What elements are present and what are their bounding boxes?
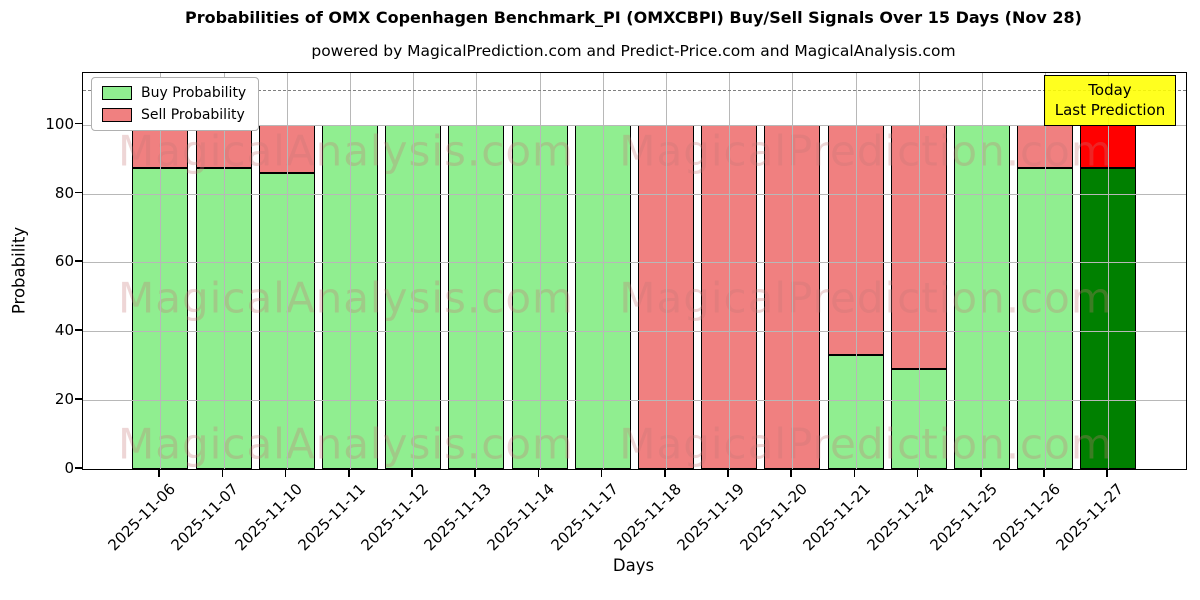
h-gridline (83, 193, 1186, 195)
legend-sell-label: Sell Probability (141, 107, 245, 123)
y-axis-title: Probability (9, 226, 29, 315)
x-axis-title: Days (612, 556, 655, 575)
v-gridline (602, 73, 604, 469)
today-annotation-line2: Last Prediction (1054, 101, 1166, 120)
x-tick-label: 2025-11-14 (483, 480, 559, 555)
x-tick-label: 2025-11-20 (736, 480, 812, 555)
x-tick-mark (411, 470, 413, 477)
x-tick-label: 2025-11-10 (231, 480, 306, 555)
x-tick-label: 2025-11-19 (673, 480, 748, 555)
v-gridline (223, 73, 225, 469)
x-tick-mark (853, 470, 856, 477)
h-gridline (83, 124, 1186, 126)
y-tick-mark (75, 398, 82, 400)
y-tick-label: 0 (64, 459, 74, 477)
y-tick-label: 60 (54, 252, 74, 271)
x-tick-label: 2025-11-06 (104, 480, 180, 555)
v-gridline (982, 73, 983, 469)
h-gridline (83, 262, 1186, 264)
watermark-prediction: MagicalPrediction.com (619, 126, 1113, 176)
legend-item-buy: Buy Probability (102, 85, 246, 101)
x-tick-label: 2025-11-27 (1052, 480, 1128, 555)
x-tick-mark (980, 470, 982, 477)
v-gridline (1108, 73, 1110, 469)
x-tick-mark (790, 470, 792, 477)
v-gridline (286, 73, 288, 469)
chart-subtitle: powered by MagicalPrediction.com and Pre… (311, 42, 956, 60)
buy-swatch-icon (102, 86, 132, 100)
chart-title: Probabilities of OMX Copenhagen Benchmar… (185, 8, 1082, 27)
x-tick-mark (916, 470, 919, 477)
legend: Buy Probability Sell Probability (91, 77, 260, 131)
plot-clip-region: MagicalAnalysis.com MagicalPrediction.com… (83, 73, 1186, 469)
today-annotation-line1: Today (1088, 81, 1132, 99)
x-tick-label: 2025-11-26 (989, 480, 1064, 555)
v-gridline (539, 73, 541, 469)
watermark-analysis: MagicalAnalysis.com (118, 126, 574, 176)
y-tick-mark (75, 260, 82, 262)
threshold-dashed-line (83, 90, 1186, 92)
x-tick-mark (221, 470, 224, 477)
x-tick-mark (537, 470, 540, 477)
y-tick-label: 20 (54, 390, 74, 409)
legend-item-sell: Sell Probability (102, 107, 246, 123)
x-tick-label: 2025-11-07 (167, 480, 243, 555)
watermark-prediction: MagicalPrediction.com (619, 273, 1113, 323)
v-gridline (350, 73, 351, 469)
x-tick-label: 2025-11-12 (357, 480, 432, 555)
legend-buy-label: Buy Probability (141, 85, 247, 101)
x-tick-mark (474, 470, 476, 477)
x-tick-label: 2025-11-24 (863, 480, 938, 555)
sell-swatch-icon (102, 108, 132, 122)
y-tick-mark (75, 191, 82, 194)
y-tick-mark (75, 329, 82, 331)
x-tick-label: 2025-11-25 (926, 480, 1001, 555)
x-tick-label: 2025-11-11 (294, 480, 369, 555)
v-gridline (476, 73, 478, 469)
h-gridline (83, 331, 1186, 333)
x-tick-label: 2025-11-18 (610, 480, 685, 555)
v-gridline (855, 73, 857, 469)
h-gridline (83, 400, 1186, 402)
today-annotation: Today Last Prediction (1044, 75, 1176, 126)
watermark-analysis: MagicalAnalysis.com (118, 419, 574, 469)
y-tick-label: 100 (45, 114, 74, 133)
v-gridline (729, 73, 731, 469)
watermark-prediction: MagicalPrediction.com (619, 419, 1113, 469)
x-tick-mark (348, 470, 350, 477)
v-gridline (792, 73, 794, 469)
x-tick-mark (1043, 470, 1045, 477)
y-tick-label: 80 (54, 183, 74, 202)
x-tick-label: 2025-11-21 (799, 480, 875, 555)
x-tick-mark (284, 470, 287, 477)
x-tick-mark (664, 470, 666, 477)
v-gridline (666, 73, 667, 469)
plot-area: MagicalAnalysis.com MagicalPrediction.com… (82, 72, 1187, 470)
v-gridline (1045, 73, 1047, 469)
x-tick-mark (1106, 470, 1108, 477)
y-tick-mark (75, 467, 82, 469)
x-tick-label: 2025-11-13 (420, 480, 496, 555)
watermark-analysis: MagicalAnalysis.com (118, 273, 574, 323)
x-tick-mark (600, 470, 603, 477)
y-tick-label: 40 (54, 321, 74, 340)
v-gridline (413, 73, 415, 469)
x-tick-mark (727, 470, 729, 477)
x-tick-label: 2025-11-17 (547, 480, 622, 555)
v-gridline (160, 73, 162, 469)
x-tick-mark (158, 470, 160, 477)
y-tick-mark (75, 122, 82, 125)
v-gridline (918, 73, 920, 469)
